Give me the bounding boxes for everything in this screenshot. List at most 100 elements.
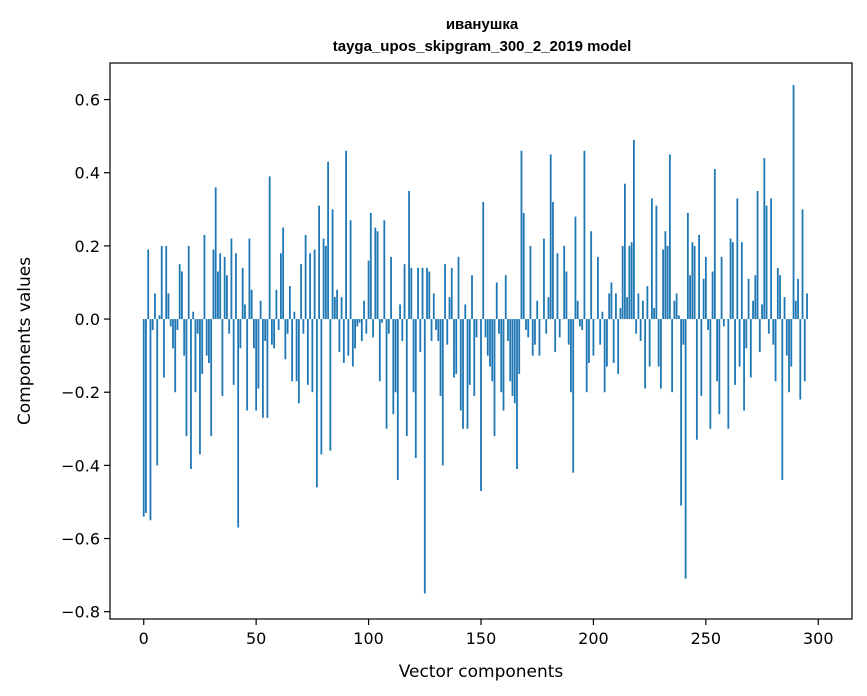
bar: [527, 319, 530, 338]
bar: [716, 319, 718, 382]
bar: [797, 278, 799, 320]
bar: [178, 264, 181, 320]
bar: [534, 319, 536, 345]
bar: [747, 278, 750, 320]
bar: [322, 238, 325, 320]
bar: [183, 319, 186, 356]
bar: [597, 256, 599, 320]
bar: [785, 319, 788, 356]
bar: [244, 304, 246, 320]
bar: [235, 253, 237, 320]
bar: [783, 297, 786, 320]
bar: [538, 319, 541, 356]
bar: [756, 191, 759, 320]
bar: [374, 227, 377, 320]
bar: [426, 267, 428, 320]
bar: [266, 319, 269, 418]
bar: [295, 319, 298, 382]
bar: [405, 319, 408, 437]
bar: [385, 319, 388, 429]
bar: [770, 198, 772, 320]
bar: [489, 319, 491, 367]
bar: [603, 319, 606, 393]
bar: [212, 249, 215, 320]
bar: [493, 319, 496, 437]
bar: [659, 319, 662, 389]
bar: [253, 319, 255, 349]
bar: [468, 319, 471, 385]
bar: [657, 319, 660, 367]
bar: [228, 319, 231, 334]
bar: [547, 297, 550, 320]
x-axis-label: Vector components: [399, 662, 564, 682]
bar: [563, 245, 566, 320]
bar: [484, 319, 487, 338]
bar: [765, 205, 768, 320]
bar: [462, 319, 464, 429]
bar: [145, 319, 147, 513]
bar: [378, 319, 381, 382]
bar: [599, 319, 602, 345]
bar: [592, 319, 595, 356]
bar: [522, 212, 525, 320]
bar: [432, 293, 435, 320]
y-tick-label: 0.6: [75, 91, 100, 110]
bar: [239, 319, 242, 349]
bar: [351, 319, 354, 367]
y-tick-label: 0.0: [75, 310, 100, 329]
bar: [419, 319, 422, 352]
bar: [423, 319, 426, 594]
bar: [781, 319, 784, 480]
bar: [208, 319, 210, 363]
bar: [646, 286, 649, 320]
bar: [695, 319, 698, 440]
bar: [806, 293, 808, 320]
bar: [446, 319, 449, 345]
bar: [286, 319, 289, 334]
y-tick-label: −0.2: [61, 383, 100, 402]
bar: [219, 253, 222, 320]
bar: [340, 297, 343, 320]
bar: [309, 253, 312, 320]
bar: [349, 220, 352, 320]
bar: [729, 238, 732, 320]
bar: [185, 319, 188, 437]
bar: [583, 150, 586, 320]
bar: [403, 264, 406, 320]
bar: [282, 227, 285, 320]
bar: [720, 256, 723, 320]
bar: [408, 191, 410, 320]
bar: [360, 319, 363, 341]
x-tick-label: 0: [139, 629, 149, 648]
bar: [192, 311, 195, 320]
bar: [421, 267, 424, 320]
bar: [738, 319, 741, 367]
bar: [365, 319, 368, 334]
bar: [585, 319, 588, 393]
bar: [709, 319, 712, 429]
bar: [237, 319, 240, 528]
bar: [617, 319, 620, 374]
bar: [262, 319, 264, 418]
bar: [221, 319, 224, 396]
bar: [230, 238, 233, 320]
bar: [480, 319, 482, 491]
bar: [711, 271, 714, 320]
bar: [383, 220, 386, 320]
bar: [565, 271, 568, 320]
bar: [740, 242, 743, 320]
bar: [390, 256, 392, 320]
bar: [576, 300, 579, 320]
bar: [653, 308, 656, 320]
bar: [581, 319, 584, 331]
bar: [637, 293, 640, 320]
bar: [574, 216, 577, 320]
bar: [264, 319, 267, 341]
bar: [387, 319, 390, 334]
bar: [331, 209, 334, 320]
bar: [601, 311, 604, 320]
bar: [482, 202, 485, 320]
bar: [531, 319, 534, 356]
bar: [318, 205, 321, 320]
bar: [333, 297, 336, 320]
